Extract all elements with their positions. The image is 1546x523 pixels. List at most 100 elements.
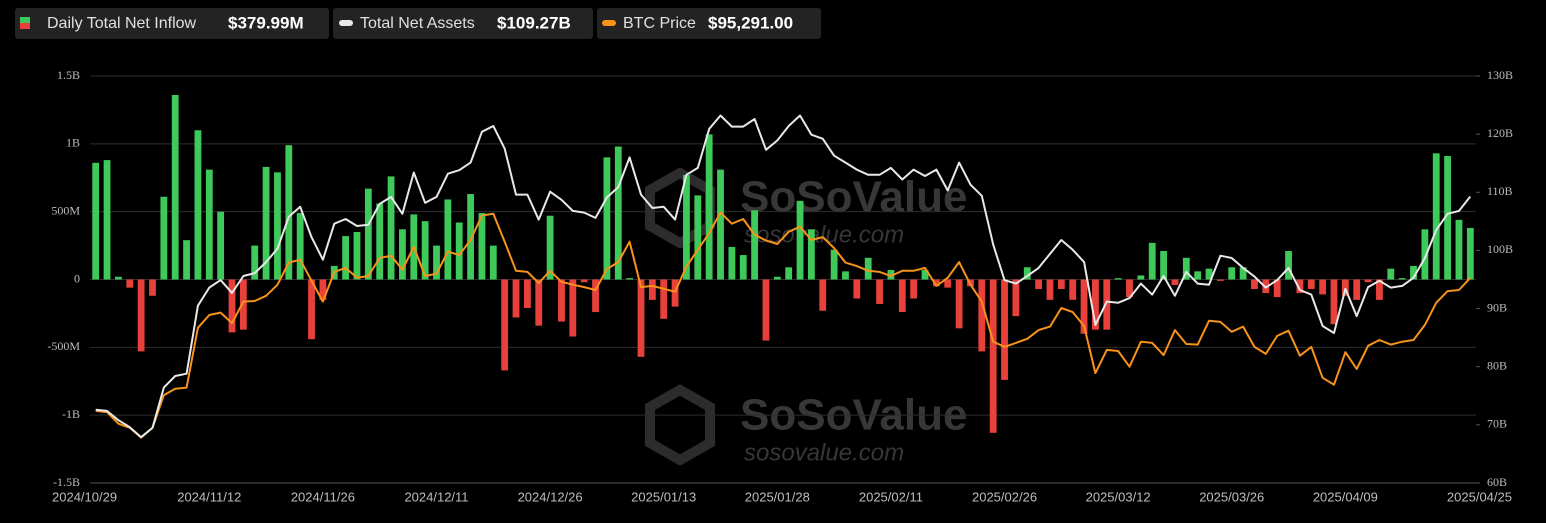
- bar: [683, 175, 690, 280]
- y2-tick-label: 100B: [1487, 242, 1513, 256]
- bar: [433, 245, 440, 280]
- bar: [183, 240, 190, 280]
- bar: [842, 271, 849, 280]
- legend-label: Total Net Assets: [360, 15, 475, 32]
- legend-swatch: [20, 17, 30, 23]
- bar: [546, 215, 554, 280]
- bar: [1103, 279, 1111, 330]
- bar: [1353, 279, 1361, 300]
- bar: [932, 279, 940, 287]
- y2-tick-label: 80B: [1487, 358, 1507, 372]
- bar: [274, 172, 281, 280]
- x-tick-label: 2024/12/26: [518, 489, 583, 504]
- bar: [1012, 279, 1020, 317]
- bar: [773, 276, 781, 280]
- bar: [1319, 279, 1327, 295]
- bar: [137, 279, 145, 352]
- bar: [1307, 279, 1315, 289]
- bar: [1330, 279, 1338, 325]
- bar: [217, 211, 225, 280]
- bar: [1092, 279, 1099, 330]
- bar: [114, 276, 122, 280]
- bar: [1046, 279, 1054, 300]
- bar: [1114, 278, 1122, 280]
- bar: [580, 279, 588, 283]
- bar: [864, 257, 872, 280]
- y-tick-label: -1B: [62, 407, 80, 421]
- bar: [728, 246, 736, 280]
- bar: [830, 249, 838, 280]
- bar: [1126, 279, 1133, 298]
- bar: [1466, 227, 1474, 280]
- bar: [1171, 279, 1179, 285]
- y-tick-label: -1.5B: [53, 475, 80, 489]
- bar: [421, 221, 429, 280]
- bar: [103, 160, 111, 280]
- bar: [251, 245, 259, 280]
- bar: [342, 236, 350, 280]
- legend-swatch: [339, 20, 353, 26]
- bar: [228, 279, 236, 333]
- bar: [308, 279, 315, 340]
- bar: [353, 232, 361, 280]
- bar: [1273, 279, 1281, 298]
- bar: [921, 270, 929, 280]
- y-tick-label: 500M: [51, 203, 80, 217]
- bar: [1387, 268, 1395, 280]
- bar: [739, 255, 747, 280]
- bar: [1001, 279, 1008, 380]
- bar: [467, 194, 474, 280]
- bar: [387, 176, 395, 280]
- legend-box: [333, 8, 593, 39]
- bar: [1205, 268, 1213, 280]
- bar: [1228, 267, 1236, 280]
- x-tick-label: 2025/02/11: [859, 489, 923, 504]
- bar: [455, 222, 463, 280]
- y-tick-label: 1B: [66, 136, 80, 150]
- x-tick-label: 2025/02/26: [972, 489, 1037, 504]
- bars: [92, 94, 1474, 433]
- y2-tick-label: 110B: [1487, 184, 1513, 198]
- bar: [1341, 279, 1349, 296]
- bar: [1069, 279, 1077, 300]
- bar: [944, 279, 952, 288]
- bar: [160, 196, 168, 280]
- bar: [523, 279, 531, 308]
- legend: Daily Total Net Inflow $379.99M Total Ne…: [15, 8, 821, 39]
- y2-tick-label: 120B: [1487, 126, 1513, 140]
- bar: [535, 279, 543, 326]
- y-tick-label: -500M: [47, 339, 80, 353]
- bar: [1057, 279, 1065, 289]
- y2-tick-label: 130B: [1487, 68, 1513, 82]
- bar: [603, 157, 611, 280]
- legend-box: [597, 8, 821, 39]
- bar: [660, 279, 668, 319]
- bar: [1251, 279, 1258, 289]
- bar: [1432, 153, 1440, 280]
- bar: [1194, 271, 1202, 280]
- bar: [751, 210, 759, 280]
- x-tick-label: 2025/01/13: [631, 489, 696, 504]
- bar: [478, 213, 486, 280]
- bar: [694, 195, 702, 280]
- bar: [819, 279, 827, 311]
- watermark: SoSoValue sosovalue.com SoSoValue sosova…: [645, 167, 967, 466]
- bar: [785, 267, 793, 280]
- y2-tick-label: 90B: [1487, 300, 1507, 314]
- bar: [126, 279, 134, 288]
- bar: [876, 279, 883, 304]
- bar: [1080, 279, 1088, 334]
- bar: [1023, 267, 1031, 280]
- bar: [637, 279, 645, 357]
- bar: [512, 279, 520, 318]
- bar: [1398, 278, 1406, 280]
- bar: [1137, 275, 1145, 280]
- y2-tick-label: 70B: [1487, 417, 1507, 431]
- bar: [626, 278, 634, 280]
- bar: [1285, 251, 1292, 280]
- bar: [1376, 279, 1383, 300]
- bar: [796, 200, 804, 280]
- bar: [717, 169, 724, 280]
- bar: [149, 279, 156, 296]
- legend-value: $379.99M: [228, 13, 304, 32]
